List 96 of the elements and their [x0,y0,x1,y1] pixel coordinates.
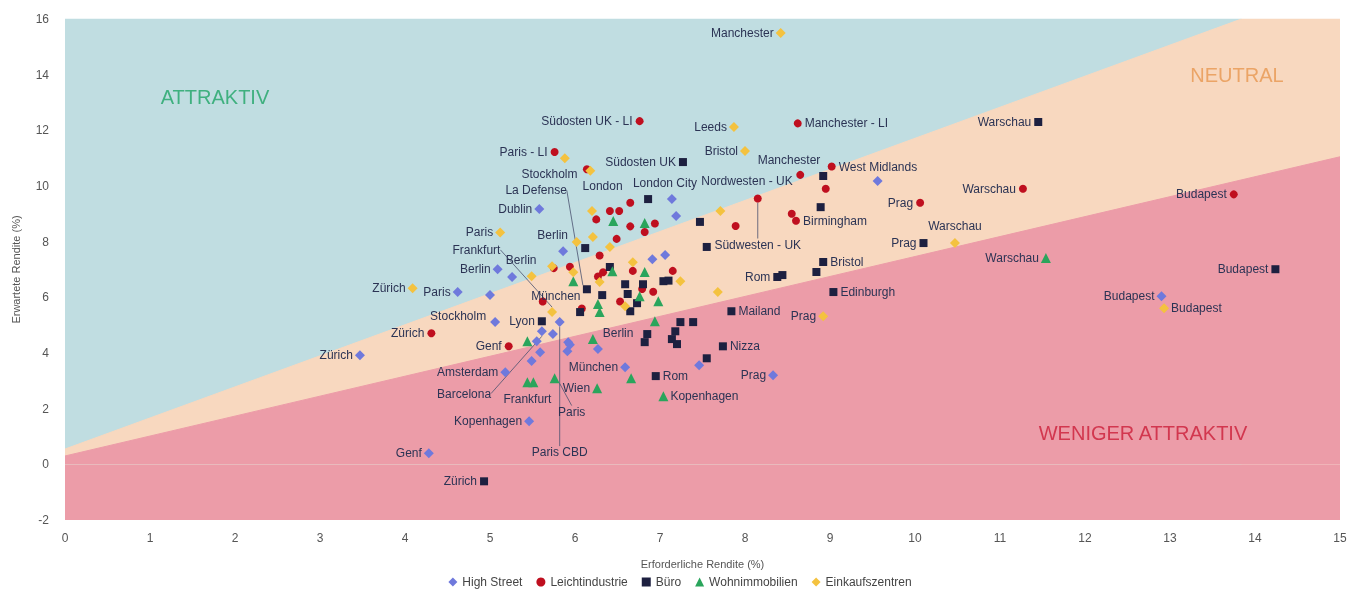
data-label: Bristol [704,143,738,158]
data-label: Lyon [509,314,535,329]
x-tick-label: 5 [486,531,494,545]
data-label: Warschau [977,114,1032,129]
x-tick-label: 10 [908,531,922,545]
data-label: Zürich [443,474,478,489]
y-tick-label: 0 [42,457,50,472]
data-label: Prag [887,195,914,210]
data-label: Budapest [1217,262,1270,277]
data-label: Kopenhagen [670,389,739,404]
y-tick-label: 8 [42,234,50,249]
y-axis-title: Erwartete Rendite (%) [9,215,22,324]
x-tick-label: 6 [571,531,579,545]
data-label: Dublin [498,202,533,217]
data-label: Genf [475,339,503,354]
data-label: Paris [465,225,494,240]
data-label: Manchester [757,153,821,168]
x-tick-label: 9 [826,531,834,545]
data-label: Edinburgh [840,285,896,300]
data-label: Zürich [391,326,425,341]
data-label: Warschau [928,219,982,234]
data-label: München [531,289,581,304]
data-label: Prag [740,368,767,383]
data-label: Leeds [694,119,727,134]
data-label: Paris [558,404,586,419]
x-tick-label: 1 [146,531,154,545]
data-label: Prag [891,236,917,251]
data-label: Amsterdam [436,365,499,380]
y-tick-label: 16 [35,12,50,26]
data-label: Manchester [711,25,774,40]
data-label: Barcelona [437,386,492,401]
y-tick-label: 10 [35,179,50,193]
annotation: ATTRAKTIV [160,86,270,108]
data-label: Zürich [319,348,353,363]
data-label: Paris CBD [531,445,589,460]
data-label: Paris [423,285,451,300]
data-label: Zürich [372,281,406,296]
data-label: Birmingham [802,213,868,228]
legend-label: High Street [462,575,524,589]
x-axis-title: Erforderliche Rendite (%) [640,557,765,570]
data-label: Nordwesten - UK [701,174,793,189]
x-tick-label: 3 [316,531,324,545]
data-label: Berlin [602,325,634,340]
y-tick-label: -2 [38,513,50,527]
annotation: NEUTRAL [1190,64,1284,86]
y-tick-label: 4 [42,346,50,360]
x-tick-label: 14 [1248,531,1262,545]
data-label: Berlin [505,253,537,268]
x-tick-label: 8 [741,531,749,545]
data-label: Mailand [738,304,781,319]
data-label: Stockholm [430,308,487,323]
x-tick-label: 4 [401,531,409,545]
legend-label: Büro [655,575,682,589]
x-tick-label: 11 [993,531,1007,545]
data-label: Berlin [537,228,568,243]
data-label: Frankfurt [452,242,502,257]
data-label: Südwesten - UK [714,237,802,252]
x-tick-label: 7 [656,531,664,545]
data-label: Nizza [729,339,761,354]
x-tick-label: 13 [1163,531,1177,545]
y-tick-label: 2 [42,401,50,416]
y-tick-label: 6 [42,290,50,305]
data-label: München [568,360,619,375]
legend-label: Leichtindustrie [550,575,629,589]
y-tick-label: 12 [35,123,50,138]
data-label: Genf [395,446,423,461]
legend-label: Wohnimmobilien [709,575,798,589]
annotation: WENIGER ATTRAKTIV [1038,422,1248,444]
data-label: Südosten UK - LI [541,114,633,129]
data-label: Frankfurt [503,392,553,407]
x-tick-label: 15 [1333,531,1347,545]
data-label: London City [632,176,697,191]
data-label: West Midlands [838,159,918,174]
data-label: La Defense [505,183,568,198]
data-label: Warschau [962,181,1016,196]
x-tick-label: 0 [61,531,69,545]
legend-label: Einkaufszentren [825,575,912,589]
data-label: Warschau [985,251,1039,266]
data-label: Stockholm [521,166,578,181]
data-label: Kopenhagen [454,414,523,429]
data-label: Prag [790,309,817,324]
x-tick-label: 12 [1078,531,1092,545]
data-label: Budapest [1171,301,1223,316]
data-label: Paris - LI [499,145,548,160]
data-label: Wien [562,381,591,396]
data-label: Rom [744,270,771,285]
data-label: Berlin [459,262,491,277]
data-label: Budapest [1103,289,1156,304]
data-label: Südosten UK [605,155,676,170]
data-label: Rom [662,369,689,384]
data-label: Bristol [830,254,864,269]
data-label: London [582,179,623,194]
data-label: Budapest [1176,187,1228,202]
data-label: Manchester - LI [804,116,889,131]
x-tick-label: 2 [231,531,239,545]
y-tick-label: 14 [35,67,50,82]
